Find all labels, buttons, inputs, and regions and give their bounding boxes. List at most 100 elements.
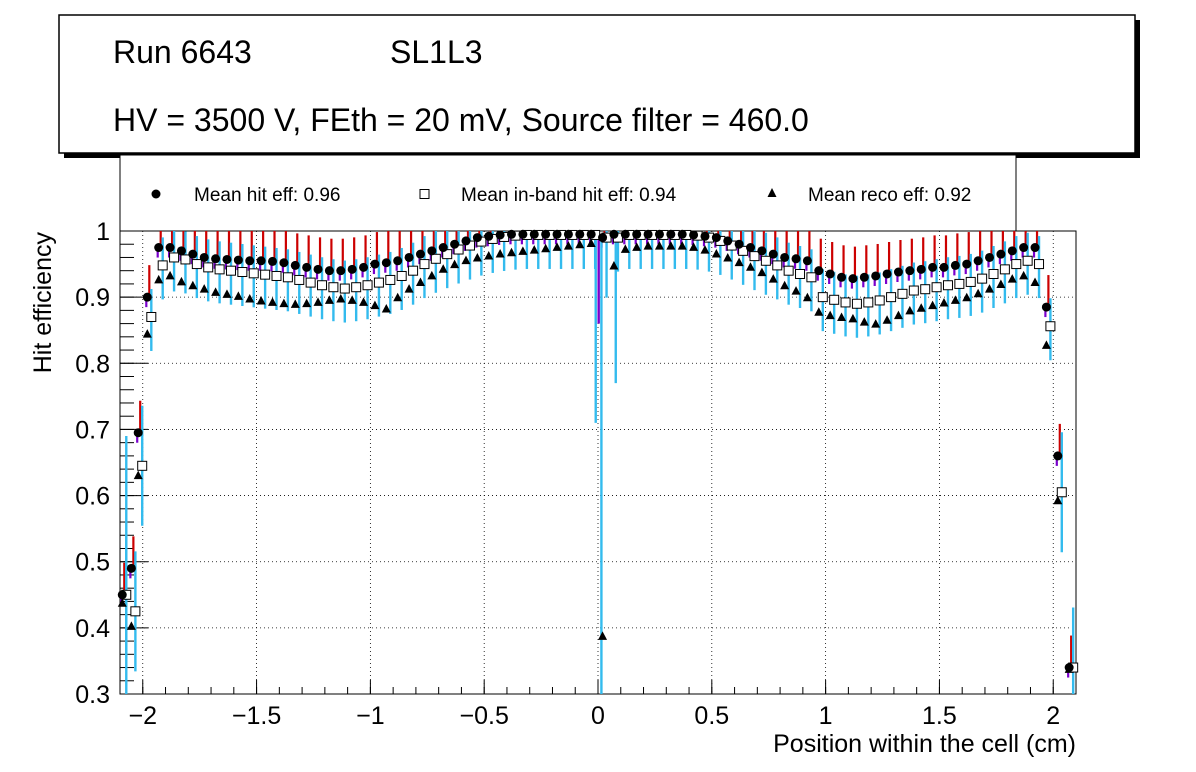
inband-eff-marker [225,265,236,276]
reco-eff-marker [142,329,152,338]
x-tick-label: 2 [1046,702,1060,730]
reco-eff-marker [518,246,528,255]
reco-eff-marker [347,295,357,304]
hit-eff-marker [199,252,209,262]
reco-eff-marker [529,245,539,254]
hit-eff-marker [780,252,790,262]
hit-eff-marker [154,243,164,253]
inband-eff-marker [772,260,783,271]
inband-eff-marker [806,272,817,283]
hit-eff-marker [117,590,127,600]
reco-eff-marker [154,274,164,284]
hit-eff-marker [950,260,960,270]
hit-eff-marker [222,254,232,264]
inband-eff-marker [214,264,225,275]
hit-eff-marker [393,256,403,266]
title-box-frame [58,14,1136,154]
hit-eff-marker [484,231,494,241]
inband-eff-marker [442,249,453,260]
reco-eff-marker [950,295,960,304]
y-tick-label: 0.8 [75,350,110,378]
x-tick-label: 1.5 [922,702,957,730]
reco-eff-marker [290,299,300,308]
inband-eff-marker [942,280,953,291]
y-axis-label: Hit efficiency [29,232,57,374]
reco-eff-marker [1019,270,1029,280]
inband-eff-marker [1022,255,1033,266]
y-tick-label: 0.3 [75,681,110,709]
hit-eff-marker [1007,246,1017,256]
inband-eff-marker [180,254,191,265]
reco-eff-marker [1041,340,1051,349]
reco-eff-marker [859,317,869,326]
inband-eff-marker [749,251,760,262]
inband-eff-marker [373,277,384,288]
inband-eff-marker [965,276,976,287]
hit-eff-marker [359,262,369,272]
inband-eff-marker [863,297,874,308]
reco-eff-marker [393,292,403,302]
reco-eff-marker [780,280,790,290]
hit-eff-marker [643,229,653,239]
inband-eff-marker [908,285,919,296]
reco-eff-marker [598,631,608,640]
hit-eff-marker [939,262,949,272]
inband-eff-marker [130,606,141,617]
reco-eff-marker [768,274,778,283]
inband-eff-marker [419,259,430,270]
reco-eff-marker [1030,277,1040,286]
hit-eff-marker [711,233,721,243]
inband-eff-marker [1034,259,1045,270]
y-tick-label: 0.9 [75,284,110,312]
hit-eff-marker [825,269,835,279]
reco-eff-marker [677,241,687,250]
hit-eff-marker [507,229,517,239]
hit-eff-marker [928,262,938,272]
reco-eff-marker [666,241,676,250]
inband-eff-marker [954,278,965,289]
reco-eff-marker [973,288,983,298]
inband-eff-marker [260,269,271,280]
hit-eff-marker [438,243,448,253]
legend-label-inband: Mean in-band hit eff: 0.94 [461,185,677,206]
y-tick-label: 0.5 [75,549,110,577]
hit-eff-marker [575,229,585,239]
inband-eff-marker [931,282,942,293]
reco-eff-marker [117,598,127,607]
inband-eff-marker [988,268,999,279]
inband-eff-marker [351,282,362,293]
inband-eff-marker [1056,487,1067,498]
hit-eff-marker [256,256,266,266]
inband-eff-marker [317,280,328,291]
hit-eff-marker [290,260,300,270]
reco-eff-marker [126,621,136,630]
y-tick-label: 0.4 [75,615,110,643]
inband-eff-marker [408,265,419,276]
hit-eff-marker [814,266,824,276]
inband-eff-marker [817,292,828,303]
reco-eff-marker [871,319,881,328]
legend-triangle-marker [767,188,777,197]
hit-eff-marker [336,266,346,276]
inband-eff-marker [248,268,259,279]
hit-eff-marker [1041,302,1051,312]
inband-eff-marker [203,262,214,273]
hit-eff-marker [302,262,312,272]
hit-eff-marker [176,246,186,256]
hit-eff-marker [916,264,926,274]
reco-eff-marker [711,249,721,258]
hit-eff-marker [233,255,243,265]
reco-eff-marker [757,267,767,277]
reco-eff-marker [256,296,266,305]
hit-eff-marker [586,229,596,239]
title-run: Run 6643 [113,34,252,70]
hit-eff-marker [1030,243,1040,253]
hit-eff-marker [962,259,972,269]
reco-eff-marker [381,303,391,313]
hit-eff-marker [461,236,471,246]
inband-eff-marker [282,272,293,283]
hit-eff-marker [268,256,278,266]
hit-eff-marker [837,272,847,282]
hit-eff-marker [893,267,903,277]
reco-eff-marker [268,297,278,306]
